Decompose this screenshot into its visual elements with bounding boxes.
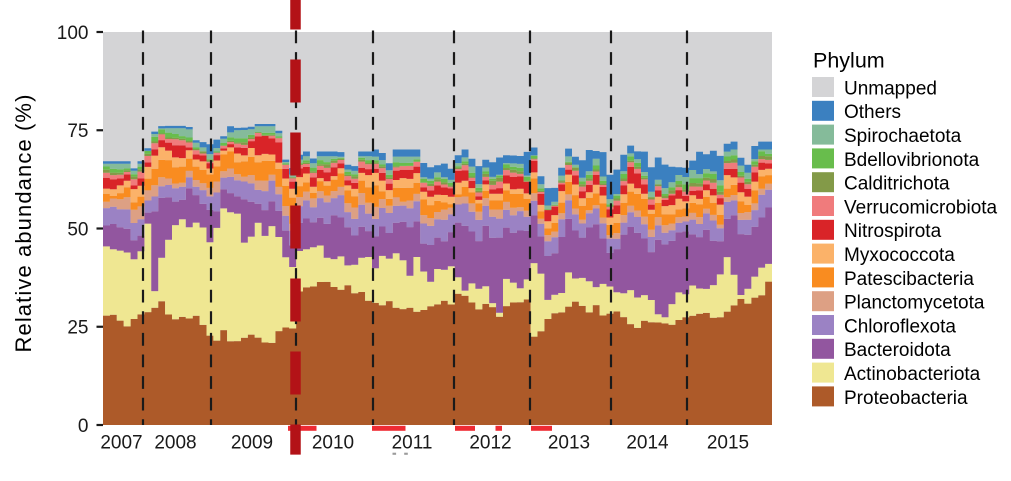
svg-text:Patescibacteria: Patescibacteria bbox=[844, 269, 974, 290]
svg-text:100: 100 bbox=[57, 23, 89, 44]
svg-text:Bdellovibrionota: Bdellovibrionota bbox=[844, 150, 980, 171]
svg-text:0: 0 bbox=[78, 416, 89, 437]
svg-text:Myxococcota: Myxococcota bbox=[844, 245, 955, 266]
svg-text:Actinobacteriota: Actinobacteriota bbox=[844, 364, 981, 385]
svg-text:Calditrichota: Calditrichota bbox=[844, 174, 950, 195]
svg-text:75: 75 bbox=[67, 121, 88, 142]
svg-text:Spirochaetota: Spirochaetota bbox=[844, 126, 962, 147]
svg-text:25: 25 bbox=[67, 318, 88, 339]
svg-text:2007: 2007 bbox=[100, 433, 142, 454]
svg-text:Chloroflexota: Chloroflexota bbox=[844, 316, 956, 337]
svg-text:Bacteroidota: Bacteroidota bbox=[844, 340, 951, 361]
svg-text:Planctomycetota: Planctomycetota bbox=[844, 293, 985, 314]
svg-text:Phylum: Phylum bbox=[813, 49, 885, 73]
svg-text:Others: Others bbox=[844, 102, 901, 123]
svg-text:2011: 2011 bbox=[392, 433, 433, 454]
svg-text:2009: 2009 bbox=[231, 433, 273, 454]
svg-text:Verrucomicrobiota: Verrucomicrobiota bbox=[844, 197, 998, 218]
svg-text:50: 50 bbox=[67, 219, 88, 240]
svg-text:2013: 2013 bbox=[548, 433, 590, 454]
svg-text:2008: 2008 bbox=[154, 433, 196, 454]
svg-text:Relative abundance (%): Relative abundance (%) bbox=[11, 93, 36, 352]
svg-text:2012: 2012 bbox=[469, 433, 511, 454]
svg-text:Unmapped: Unmapped bbox=[844, 78, 937, 99]
svg-text:Nitrospirota: Nitrospirota bbox=[844, 221, 942, 242]
svg-text:2014: 2014 bbox=[626, 433, 669, 454]
svg-text:2010: 2010 bbox=[312, 433, 354, 454]
svg-text:Proteobacteria: Proteobacteria bbox=[844, 388, 968, 409]
svg-text:2015: 2015 bbox=[707, 433, 749, 454]
